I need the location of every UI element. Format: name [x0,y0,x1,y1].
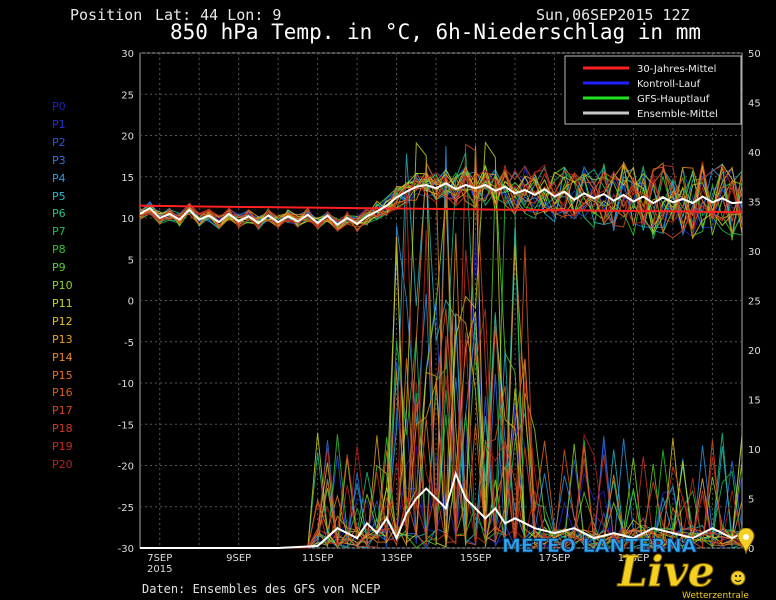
member-label-p8: P8 [52,243,66,257]
y-right-tick-label: 10 [748,445,761,456]
y-right-tick-label: 20 [748,346,761,357]
member-label-p13: P13 [52,332,73,346]
member-label-p1: P1 [52,117,66,131]
y-left-tick-label: -20 [118,462,134,473]
x-tick-year: 2015 [147,564,172,575]
x-tick-label: 11SEP [302,553,333,564]
ensemble-temp-line-p20 [139,163,743,232]
y-right-tick-label: 50 [748,49,761,60]
logo-main-text: METEO LANTERNA [502,535,697,557]
ensemble-precip-line-p3 [140,226,743,549]
y-right-tick-label: 40 [748,148,761,159]
series-ensemble-mittel [139,182,743,226]
x-tick-label: 19SEP [618,553,649,564]
chart-title: 850 hPa Temp. in °C, 6h-Niederschlag in … [170,20,702,44]
member-label-p14: P14 [52,350,73,364]
member-label-p16: P16 [52,386,73,400]
y-right-tick-label: 35 [748,198,761,209]
data-source-footer: Daten: Ensembles des GFS von NCEP [142,582,381,596]
x-tick-label: 13SEP [381,553,412,564]
member-label-p9: P9 [52,261,66,275]
ensemble-precip-line-p0 [140,232,743,549]
member-label-p19: P19 [52,440,73,454]
run-date: Sun,06SEP2015 12Z [536,6,690,24]
y-right-tick-label: 25 [748,297,761,308]
ensemble-precip-line-p12 [140,236,743,549]
ensemble-temp-line-p3 [139,165,743,231]
meteo-lanterna-logo: METEO LANTERNA Live Wetterzentrale [502,528,755,600]
member-label-p6: P6 [52,207,66,221]
y-left-tick-label: 20 [121,132,134,143]
ensemble-temp-line-p19 [139,169,743,237]
y-left-tick-label: -5 [124,338,134,349]
lantern-icon [737,528,755,555]
legend-label: GFS-Hauptlauf [637,94,710,105]
member-label-p11: P11 [52,296,73,310]
series-30-jahres-mittel [139,204,743,214]
y-left-tick-label: 0 [128,297,134,308]
member-label-p2: P2 [52,135,66,149]
member-label-p20: P20 [52,458,73,471]
logo-script-text: Live [617,547,715,596]
legend-label: Kontroll-Lauf [637,79,701,90]
y-right-tick-label: 5 [748,495,754,506]
y-right-tick-label: 15 [748,396,761,407]
y-left-tick-label: -15 [118,420,134,431]
series-ensemble-mittel-niederschlag [140,470,743,549]
y-left-tick-label: -25 [118,503,134,514]
member-label-p3: P3 [52,153,66,167]
y-right-tick-label: 30 [748,247,761,258]
member-label-p15: P15 [52,368,73,382]
y-left-tick-label: 10 [121,214,134,225]
x-tick-label: 7SEP [147,553,172,564]
member-label-p7: P7 [52,225,66,239]
y-left-tick-label: 15 [121,173,134,184]
member-label-p10: P10 [52,279,73,292]
y-right-tick-label: 0 [748,544,754,555]
member-label-p17: P17 [52,404,73,418]
x-tick-label: 17SEP [539,553,570,564]
member-label-p5: P5 [52,189,66,203]
y-left-tick-label: 5 [128,255,134,266]
y-left-tick-label: -30 [118,544,134,555]
x-tick-label: 15SEP [460,553,491,564]
legend-label: 30-Jahres-Mittel [637,64,716,75]
position-label: Position [70,6,143,24]
member-label-p12: P12 [52,314,73,328]
y-left-tick-label: -10 [118,379,134,390]
member-label-p18: P18 [52,422,73,436]
y-left-tick-label: 30 [121,49,134,60]
y-right-tick-label: 45 [748,99,761,110]
legend-label: Ensemble-Mittel [637,109,718,120]
member-label-p4: P4 [52,171,66,185]
logo-sub-text: Wetterzentrale [682,591,749,600]
ensemble-temp-line-p16 [139,166,743,231]
sun-icon [730,570,746,586]
ensemble-temp-line-p17 [139,161,743,239]
lat-lon-readout: Lat: 44 Lon: 9 [155,6,282,24]
member-label-p0: P0 [52,100,66,113]
x-tick-label: 9SEP [226,553,251,564]
y-left-tick-label: 25 [121,90,134,101]
